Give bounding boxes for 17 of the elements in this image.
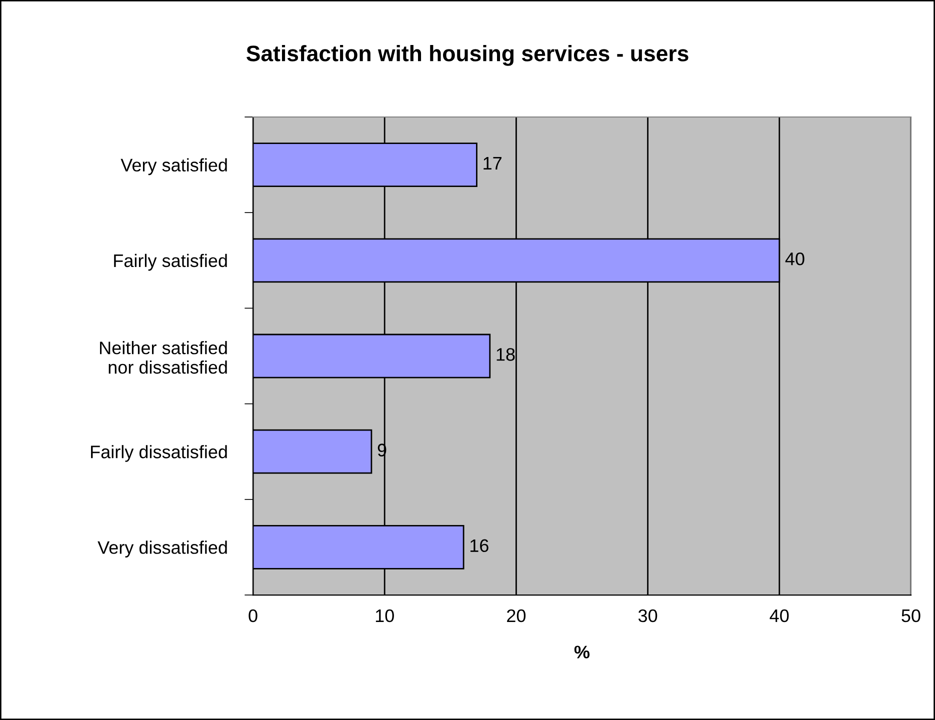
y-tick-label: Neither satisfied nor dissatisfied <box>100 341 227 374</box>
y-tick-label: Very dissatisfied <box>98 540 227 558</box>
x-tick-label: 0 <box>248 609 258 622</box>
y-tick-label: Fairly dissatisfied <box>91 445 227 462</box>
chart-title: Satisfaction with housing services - users <box>246 45 688 66</box>
data-label: 17 <box>484 157 502 170</box>
x-tick-label: 10 <box>376 609 394 622</box>
data-label: 16 <box>470 539 488 552</box>
y-tick-label: Fairly satisfied <box>114 254 227 271</box>
x-tick-label: 40 <box>770 609 789 622</box>
y-tick-label: Very satisfied <box>120 158 227 176</box>
x-axis-title: % <box>574 646 590 658</box>
x-tick-label: 30 <box>638 609 658 622</box>
x-tick-label: 20 <box>507 609 526 622</box>
x-tick-label: 50 <box>902 609 920 622</box>
data-label: 18 <box>496 348 515 361</box>
data-label: 40 <box>785 252 804 266</box>
